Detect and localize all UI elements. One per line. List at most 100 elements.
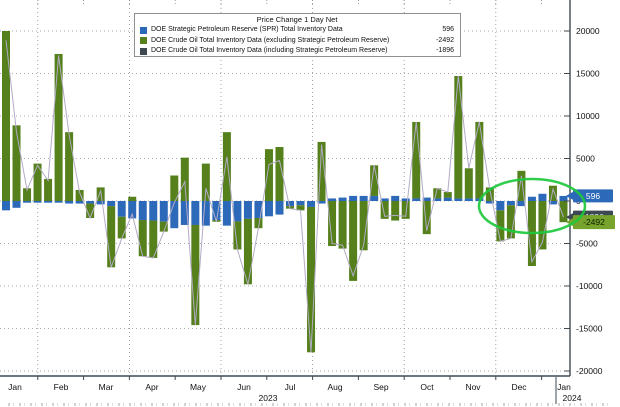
bar-spr[interactable] (264, 201, 273, 217)
bar-crude-ex-spr[interactable] (23, 188, 32, 201)
bar-crude-ex-spr[interactable] (54, 53, 63, 202)
bar-spr[interactable] (254, 201, 263, 218)
bar-crude-ex-spr[interactable] (65, 132, 74, 201)
bar-spr[interactable] (506, 201, 515, 206)
bar-spr[interactable] (559, 195, 568, 201)
bar-spr[interactable] (12, 201, 21, 208)
bar-spr[interactable] (222, 201, 231, 226)
bar-crude-ex-spr[interactable] (170, 175, 179, 202)
bar-spr[interactable] (464, 198, 473, 201)
bar-spr[interactable] (380, 198, 389, 201)
bar-spr[interactable] (2, 201, 10, 211)
bar-spr[interactable] (138, 201, 147, 221)
bar-crude-ex-spr[interactable] (485, 187, 494, 201)
bar-crude-ex-spr[interactable] (443, 192, 452, 198)
bar-spr[interactable] (391, 195, 400, 201)
bar-crude-ex-spr[interactable] (349, 201, 358, 281)
bar-crude-ex-spr[interactable] (328, 201, 337, 247)
bar-spr[interactable] (317, 201, 326, 204)
bar-spr[interactable] (328, 198, 337, 201)
bar-crude-ex-spr[interactable] (464, 168, 473, 199)
bar-spr[interactable] (191, 201, 200, 225)
bar-spr[interactable] (243, 201, 252, 219)
bar-spr[interactable] (485, 201, 494, 204)
bar-spr[interactable] (349, 195, 358, 201)
bar-crude-ex-spr[interactable] (496, 210, 505, 242)
bar-crude-ex-spr[interactable] (33, 163, 42, 201)
chart-legend[interactable]: Price Change 1 Day Net DOE Strategic Pet… (134, 13, 461, 57)
bar-spr[interactable] (359, 195, 368, 201)
bar-crude-ex-spr[interactable] (412, 121, 421, 199)
bar-crude-ex-spr[interactable] (559, 201, 568, 223)
bar-crude-ex-spr[interactable] (128, 196, 137, 201)
bar-crude-ex-spr[interactable] (475, 121, 484, 199)
bar-spr[interactable] (370, 195, 379, 201)
bar-spr[interactable] (422, 197, 431, 201)
bar-crude-ex-spr[interactable] (12, 125, 21, 201)
bar-crude-ex-spr[interactable] (180, 157, 189, 201)
bar-spr[interactable] (517, 201, 526, 207)
bar-spr[interactable] (548, 201, 557, 205)
bar-spr[interactable] (149, 201, 158, 221)
bar-crude-ex-spr[interactable] (191, 224, 200, 326)
bar-crude-ex-spr[interactable] (317, 141, 326, 201)
bar-crude-ex-spr[interactable] (338, 201, 347, 249)
bar-spr[interactable] (443, 197, 452, 201)
bar-crude-ex-spr[interactable] (2, 31, 10, 201)
bar-crude-ex-spr[interactable] (517, 170, 526, 201)
bar-spr[interactable] (44, 201, 53, 203)
bar-spr[interactable] (180, 201, 189, 225)
bar-crude-ex-spr[interactable] (433, 188, 442, 199)
bar-spr[interactable] (107, 201, 116, 207)
bar-spr[interactable] (275, 201, 284, 215)
bar-spr[interactable] (96, 201, 105, 205)
bar-crude-ex-spr[interactable] (149, 220, 158, 258)
bar-spr[interactable] (307, 201, 316, 207)
bar-spr[interactable] (212, 201, 221, 221)
bar-spr[interactable] (496, 201, 505, 211)
bar-crude-ex-spr[interactable] (296, 205, 305, 211)
bar-crude-ex-spr[interactable] (107, 206, 116, 268)
bar-crude-ex-spr[interactable] (506, 205, 515, 239)
bar-spr[interactable] (33, 201, 42, 203)
bar-spr[interactable] (433, 198, 442, 201)
bar-spr[interactable] (170, 201, 179, 229)
bar-crude-ex-spr[interactable] (243, 218, 252, 285)
bar-spr[interactable] (201, 201, 210, 226)
bar-spr[interactable] (159, 201, 168, 222)
bar-crude-ex-spr[interactable] (233, 221, 242, 250)
bar-crude-ex-spr[interactable] (138, 220, 147, 257)
bar-crude-ex-spr[interactable] (264, 149, 273, 201)
bar-spr[interactable] (296, 201, 305, 206)
bar-crude-ex-spr[interactable] (391, 201, 400, 221)
bar-crude-ex-spr[interactable] (538, 201, 547, 250)
bar-spr[interactable] (401, 198, 410, 201)
bar-spr[interactable] (75, 201, 84, 204)
legend-item-crude-ex-spr[interactable]: DOE Crude Oil Total Inventory Data (excl… (140, 36, 454, 47)
bar-spr[interactable] (338, 197, 347, 201)
bar-crude-ex-spr[interactable] (359, 201, 368, 251)
bar-spr[interactable] (117, 201, 126, 217)
bar-crude-ex-spr[interactable] (254, 218, 263, 229)
bar-crude-ex-spr[interactable] (44, 178, 53, 201)
bar-crude-ex-spr[interactable] (454, 76, 463, 199)
bar-crude-ex-spr[interactable] (86, 203, 95, 218)
bar-spr[interactable] (65, 201, 74, 204)
bar-crude-ex-spr[interactable] (548, 185, 557, 201)
legend-item-crude-incl-spr[interactable]: DOE Crude Oil Total Inventory Data (incl… (140, 46, 454, 57)
bar-crude-ex-spr[interactable] (422, 201, 431, 235)
bar-spr[interactable] (527, 196, 536, 201)
bar-crude-ex-spr[interactable] (380, 201, 389, 219)
bar-crude-ex-spr[interactable] (275, 147, 284, 201)
bar-spr[interactable] (86, 201, 95, 204)
bar-spr[interactable] (23, 201, 32, 203)
bar-crude-ex-spr[interactable] (401, 201, 410, 219)
bar-spr[interactable] (454, 198, 463, 201)
bar-crude-ex-spr[interactable] (75, 189, 84, 201)
bar-crude-ex-spr[interactable] (117, 216, 126, 239)
bar-crude-ex-spr[interactable] (222, 132, 231, 201)
bar-spr[interactable] (54, 201, 63, 203)
bar-spr[interactable] (233, 201, 242, 222)
bar-spr[interactable] (538, 193, 547, 201)
bar-spr[interactable] (128, 201, 137, 219)
